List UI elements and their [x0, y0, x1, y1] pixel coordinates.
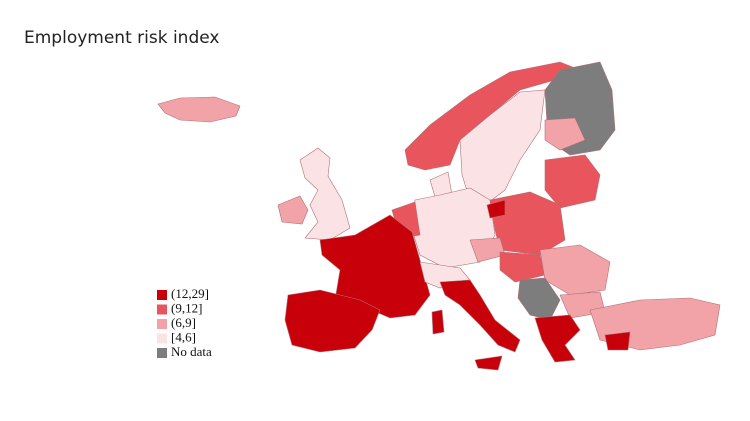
region-hungary: [499, 251, 546, 283]
region-uk: [299, 147, 351, 241]
legend-swatch: [157, 319, 167, 329]
region-greece: [534, 314, 581, 363]
region-ireland: [277, 195, 309, 225]
region-iberia: [284, 289, 381, 353]
legend-label: (12,29]: [171, 286, 209, 301]
region-poland: [489, 191, 566, 256]
region-poland-west: [486, 199, 506, 219]
regions: [157, 61, 721, 371]
legend: (12,29](9,12](6,9][4,6]No data: [157, 286, 212, 359]
legend-swatch: [157, 333, 167, 344]
region-norway: [404, 61, 581, 171]
region-iceland: [157, 96, 241, 123]
legend-label: [4,6]: [171, 329, 196, 344]
region-turkey-south: [604, 331, 631, 351]
region-france: [319, 214, 431, 319]
region-sardinia: [431, 309, 445, 335]
legend-swatch: [157, 290, 167, 300]
region-finland-south: [544, 117, 586, 151]
region-sicily: [474, 355, 503, 371]
region-italy: [439, 279, 521, 353]
title: Employment risk index: [24, 28, 220, 48]
legend-swatch: [157, 348, 167, 358]
legend-label: (6,9]: [171, 315, 196, 330]
legend-label: No data: [171, 344, 212, 359]
legend-label: (9,12]: [171, 300, 202, 315]
legend-swatch: [157, 304, 167, 315]
region-baltics: [544, 154, 601, 209]
